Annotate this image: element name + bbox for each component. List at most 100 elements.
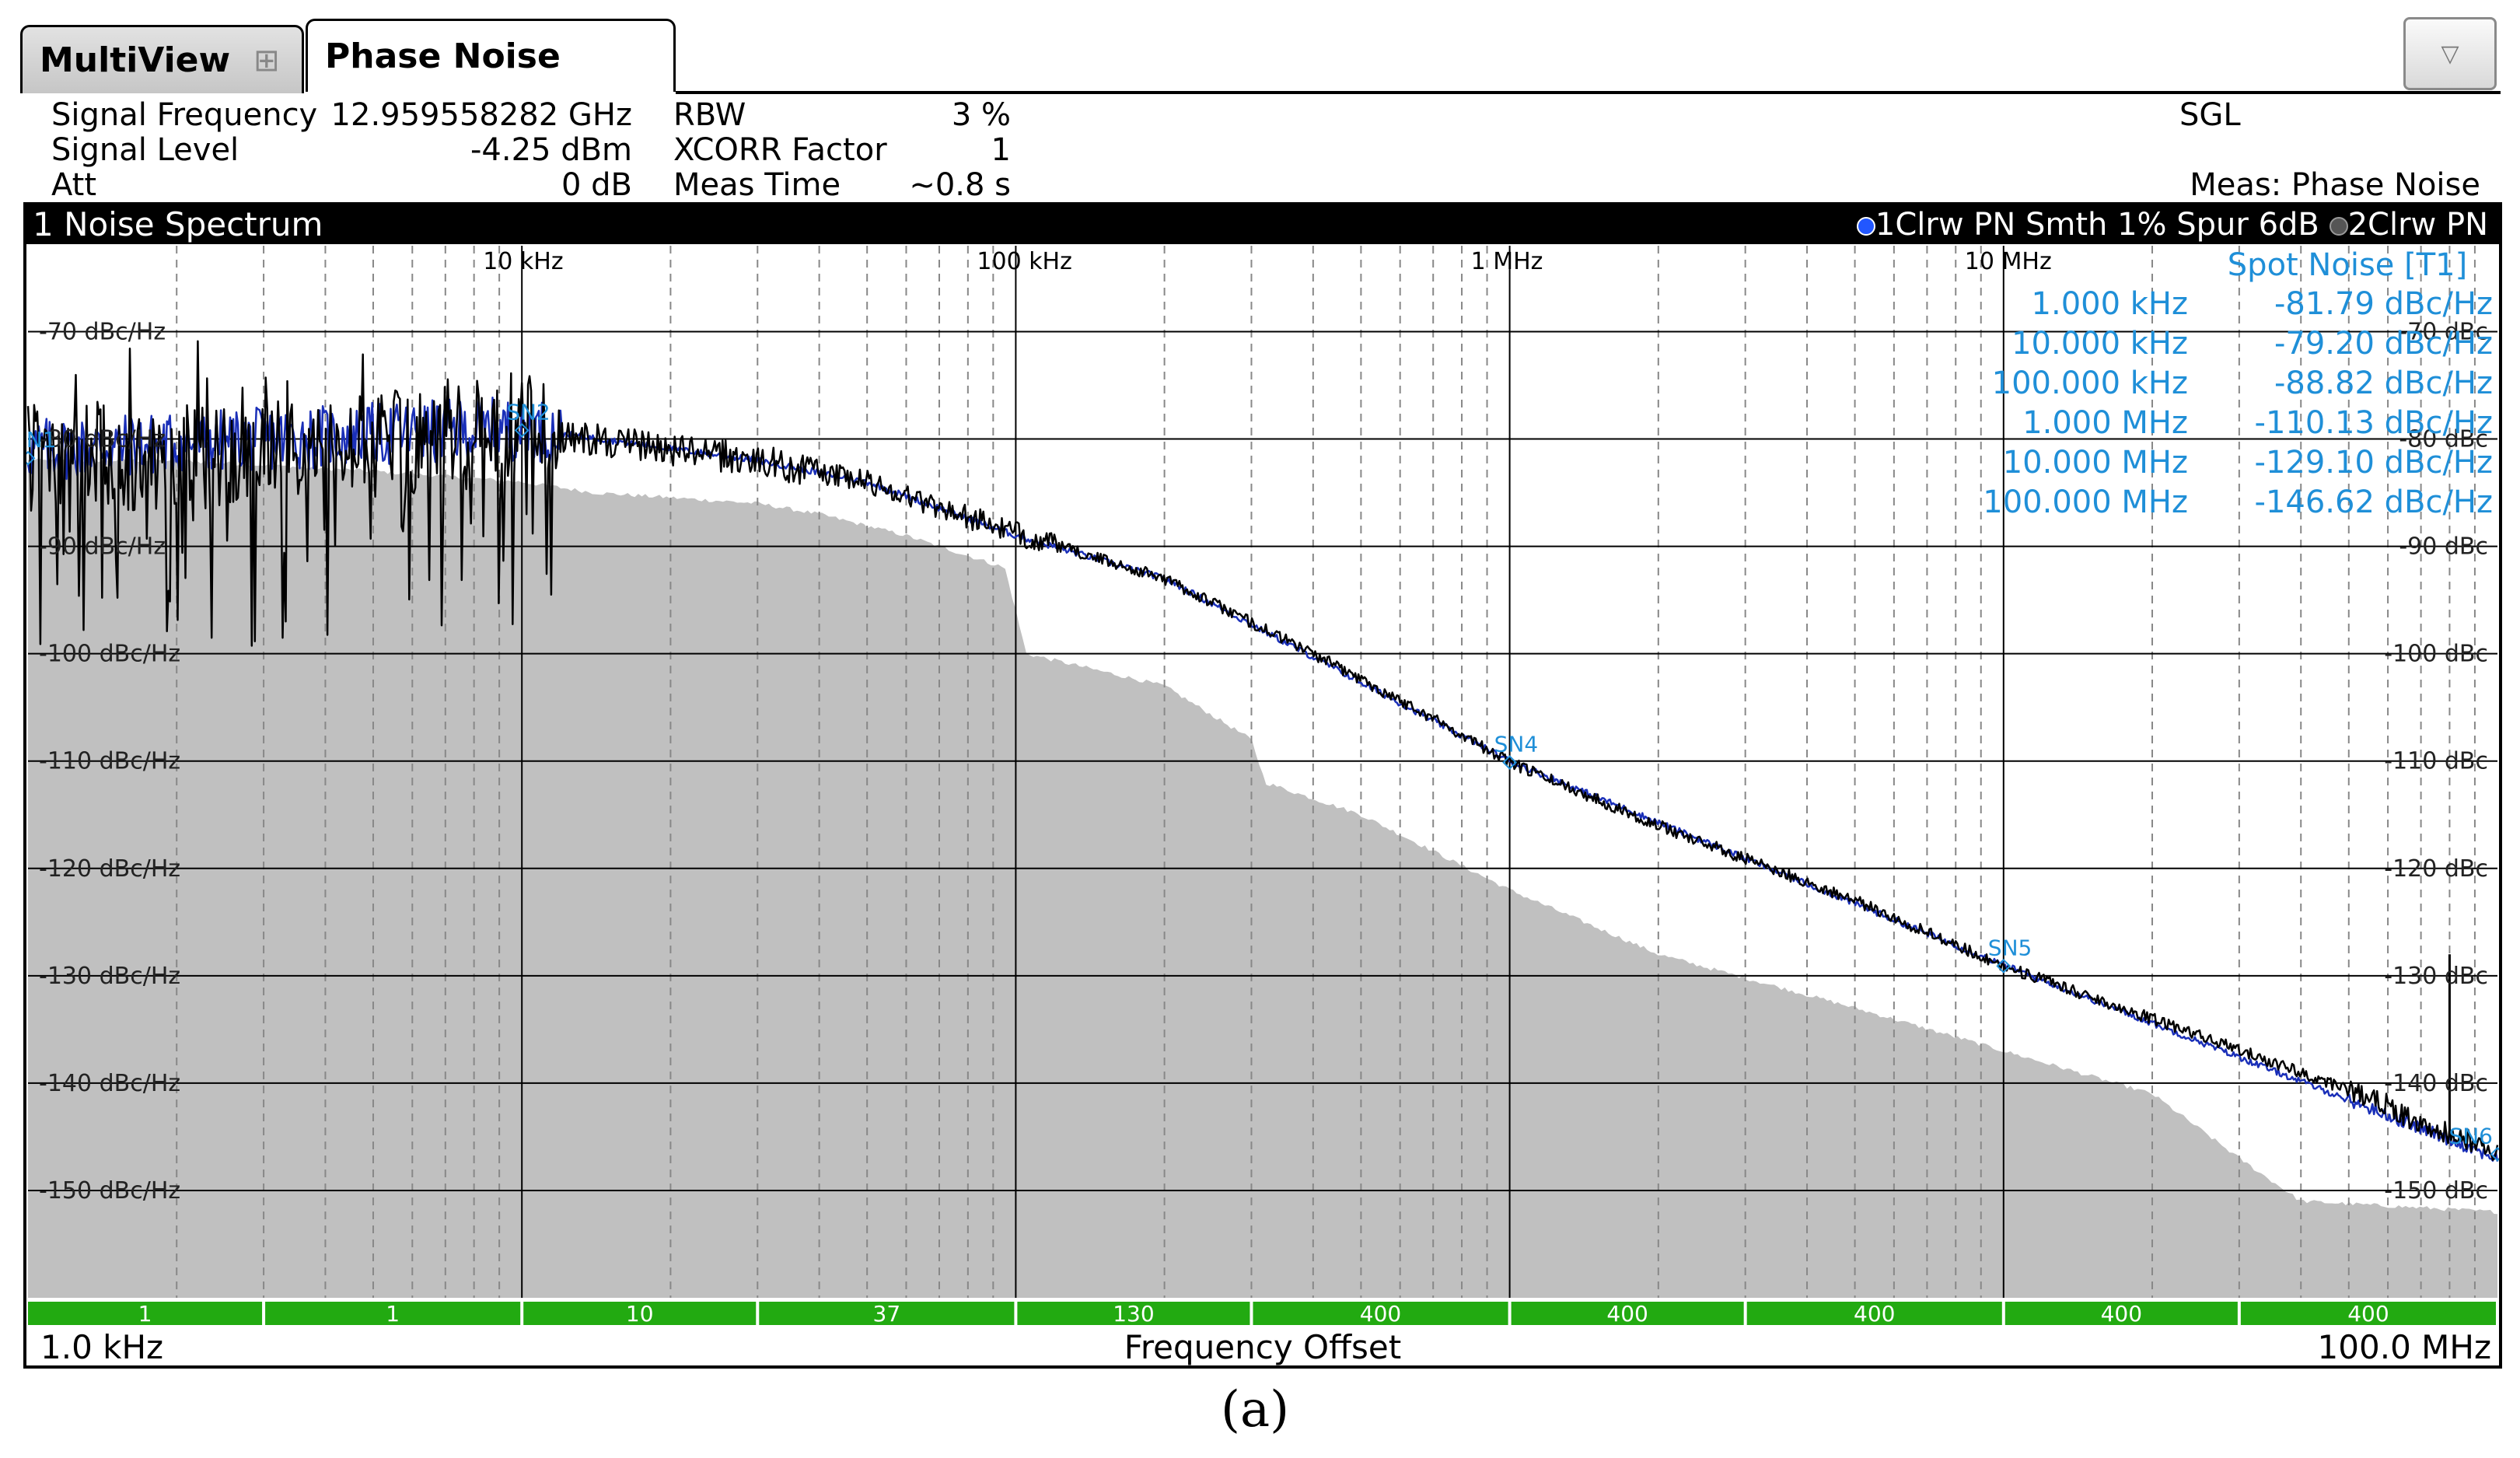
band-label: 400 [1360,1301,1401,1327]
y-tick-label-left: -150 dBc/Hz [39,1177,180,1205]
x-tick-label: 1 MHz [1471,248,1543,275]
spot-marker-label: SN4 [1494,731,1539,757]
meas-time-label: Meas Time [673,167,841,203]
band-label: 130 [1113,1301,1154,1327]
band-bar: 1 1 10 37 130 400 400 400 400 400 [28,1301,2496,1327]
markers-layer: SN1 SN2 SN4 SN5 SN6 [26,399,2499,1162]
spot-noise-freq: 100.000 MHz [1983,484,2188,520]
figure-caption: (a) [1221,1381,1290,1439]
y-tick-label-right: -80 dBc [2399,426,2488,453]
spot-marker-label: SN1 [26,427,57,453]
tab-multiview-label: MultiView [40,40,231,80]
traces-layer [26,340,2499,1162]
spot-marker-icon [1502,755,1518,770]
spot-marker-icon [1996,958,2011,974]
spot-marker-label: SN6 [2448,1123,2493,1149]
noise-spectrum-panel: 1 Noise Spectrum 1Clrw PN Smth 1% Spur 6… [23,202,2502,1369]
band-label: 400 [2101,1301,2142,1327]
spot-marker-icon [26,450,36,466]
axis-labels-layer: 10 kHz 100 kHz 1 MHz 10 MHz -70 dBc/Hz -80 dB… [39,248,2488,1205]
spot-noise-value: -146.62 dBc/Hz [2255,484,2493,520]
signal-level-label: Signal Level [51,132,239,168]
signal-frequency-value: 12.959558282 GHz [330,97,632,133]
spot-noise-freq: 10.000 MHz [2003,445,2188,481]
trace2-label[interactable]: 2Clrw PN [2347,207,2488,243]
sgl-indicator: SGL [2179,97,2241,133]
spot-noise-value: -129.10 dBc/Hz [2255,445,2493,481]
y-tick-label-left: -70 dBc/Hz [39,318,166,345]
band-label: 400 [2347,1301,2389,1327]
y-tick-label-left: -110 dBc/Hz [39,748,180,775]
noise-floor-area [28,458,2497,1298]
band-segment [1511,1302,1744,1325]
tab-multiview[interactable]: MultiView ⊞ [20,25,304,93]
band-label: 10 [626,1301,654,1327]
band-segment [2004,1302,2238,1325]
y-tick-label-right: -120 dBc [2384,855,2488,883]
band-segment [759,1302,1015,1325]
y-tick-label-right: -130 dBc [2384,963,2488,990]
spot-marker-icon [514,423,530,438]
band-label: 37 [873,1301,901,1327]
trace2-dot-icon[interactable] [2329,217,2348,236]
y-tick-label-right: -90 dBc [2399,533,2488,561]
x-tick-label: 100 kHz [977,248,1071,275]
band-segment [523,1302,757,1325]
y-tick-label-right: -140 dBc [2384,1070,2488,1097]
noise-spectrum-plot[interactable]: 10 kHz 100 kHz 1 MHz 10 MHz -70 dBc/Hz -80 dB… [26,205,2499,1365]
signal-frequency-label: Signal Frequency [51,97,318,133]
rbw-value: 3 % [951,97,1011,133]
spot-noise-title: Spot Noise [T1] [2228,247,2467,283]
trace1-label[interactable]: 1Clrw PN Smth 1% Spur 6dB [1875,207,2319,243]
y-tick-label-right: -150 dBc [2384,1177,2488,1205]
band-segment [28,1302,263,1325]
tab-phase-noise-label: Phase Noise [325,37,561,76]
spot-noise-value: -81.79 dBc/Hz [2274,286,2493,322]
spot-noise-freq: 100.000 kHz [1992,365,2188,401]
band-label: 1 [386,1301,400,1327]
band-label: 400 [1854,1301,1895,1327]
noise-floor-layer [28,458,2497,1298]
y-tick-label-right: -100 dBc [2384,641,2488,668]
spot-noise-table: Spot Noise [T1] 1.000 kHz -81.79 dBc/Hz 10.… [1983,247,2493,520]
tab-phase-noise[interactable]: Phase Noise [306,19,676,92]
att-label: Att [51,167,97,203]
dropdown-button[interactable]: ▽ [2403,17,2497,90]
y-tick-label-left: -90 dBc/Hz [39,533,166,561]
spot-noise-value: -88.82 dBc/Hz [2274,365,2493,401]
spot-noise-value: -79.20 dBc/Hz [2274,326,2493,362]
y-tick-label-right: -70 dBc [2399,318,2488,345]
tab-divider [676,91,2501,94]
y-tick-label-left: -130 dBc/Hz [39,963,180,990]
y-tick-label-left: -120 dBc/Hz [39,855,180,883]
x-axis-title: Frequency Offset [1124,1328,1402,1365]
spot-noise-freq: 10.000 kHz [2011,326,2188,362]
band-segment [1253,1302,1508,1325]
band-segment [1017,1302,1250,1325]
signal-level-value: -4.25 dBm [470,132,632,168]
band-segment [265,1302,521,1325]
panel-title-bar: 1 Noise Spectrum 1Clrw PN Smth 1% Spur 6… [26,205,2499,244]
band-segment [1746,1302,2002,1325]
spot-noise-freq: 1.000 MHz [2022,405,2188,441]
trace-legend: 1Clrw PN Smth 1% Spur 6dB 2Clrw PN [1856,205,2488,244]
spot-noise-value: -110.13 dBc/Hz [2255,405,2493,441]
band-segment [2240,1302,2496,1325]
x-stop-label: 100.0 MHz [2318,1328,2491,1365]
y-tick-label-left: -100 dBc/Hz [39,641,180,668]
spot-noise-freq: 1.000 kHz [2032,286,2188,322]
trace1-dot-icon[interactable] [1856,217,1875,236]
band-label: 400 [1606,1301,1648,1327]
chevron-down-icon: ▽ [2441,40,2459,68]
spot-marker-label: SN5 [1988,935,2032,960]
rbw-label: RBW [673,97,746,133]
trace-1-line [26,340,2499,1161]
y-tick-label-left: -140 dBc/Hz [39,1070,180,1097]
att-value: 0 dB [561,167,632,203]
y-tick-label-left: -80 dBc/Hz [39,426,166,453]
spot-marker-icon [2490,1146,2499,1162]
x-tick-label: 10 MHz [1965,248,2052,275]
xcorr-value: 1 [991,132,1011,168]
xcorr-label: XCORR Factor [673,132,887,168]
band-label: 1 [138,1301,152,1327]
